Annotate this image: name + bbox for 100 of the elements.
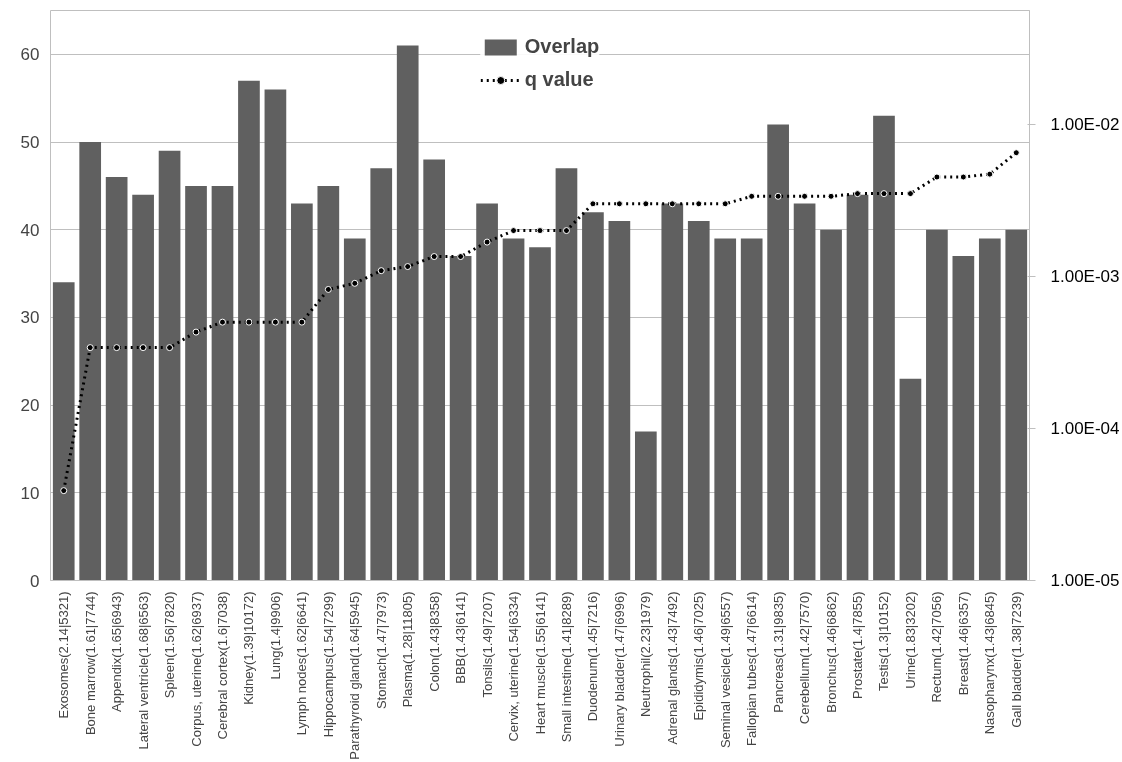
bar xyxy=(317,185,340,581)
bar xyxy=(820,229,842,581)
bar xyxy=(793,203,816,581)
bar xyxy=(264,89,287,581)
x-tick-label: Lateral ventricle(1.68|6563) xyxy=(135,591,151,750)
x-tick-label: Stomach(1.47|7973) xyxy=(373,591,389,710)
point xyxy=(642,200,650,208)
bar xyxy=(502,238,525,581)
point xyxy=(483,238,491,246)
y-tick-label: 50 xyxy=(20,133,40,153)
bar xyxy=(873,115,895,581)
bar xyxy=(238,80,260,581)
point xyxy=(430,253,438,261)
x-tick-label: Hippocampus(1.54|7299) xyxy=(320,591,336,738)
point xyxy=(695,200,703,208)
point xyxy=(986,170,994,178)
x-tick-label: Gall bladder(1.38|7239) xyxy=(1008,591,1024,728)
point xyxy=(959,173,967,181)
bar xyxy=(529,247,551,581)
bar xyxy=(661,203,684,581)
point xyxy=(827,192,835,200)
y-tick-label: 10 xyxy=(20,483,40,503)
x-tick-label: Plasma(1.28|11805) xyxy=(400,591,416,708)
bar xyxy=(608,220,631,581)
point xyxy=(139,344,147,352)
point xyxy=(536,227,544,235)
x-tick-label: Epididymis(1.46|7025) xyxy=(691,591,707,721)
point xyxy=(192,328,200,336)
point xyxy=(562,227,570,235)
bar xyxy=(105,177,128,581)
x-tick-label: Spleen(1.56|7820) xyxy=(162,591,178,699)
point xyxy=(801,192,809,200)
point xyxy=(113,344,121,352)
point xyxy=(748,192,756,200)
x-tick-label: Breast(1.46|6357) xyxy=(955,591,971,696)
point xyxy=(774,192,782,200)
bar xyxy=(449,256,472,581)
x-tick-label: Bronchus(1.46|6862) xyxy=(823,591,839,713)
x-tick-label: Cerebellum(1.42|7570) xyxy=(797,591,813,725)
bar xyxy=(582,212,604,581)
point xyxy=(245,318,253,326)
bar xyxy=(370,168,393,581)
x-tick-label: Colon(1.43|8358) xyxy=(426,591,442,692)
bar xyxy=(926,229,948,581)
legend-label: Overlap xyxy=(524,35,600,58)
point xyxy=(457,253,465,261)
point xyxy=(510,227,518,235)
bar xyxy=(952,256,975,581)
x-tick-label: Heart muscle(1.55|6141) xyxy=(532,591,548,735)
x-tick-label: Kidney(1.39|10172) xyxy=(241,591,257,705)
bar xyxy=(79,142,102,581)
x-tick-label: Bone marrow(1.61|7744) xyxy=(82,591,98,736)
point xyxy=(721,200,729,208)
x-tick-label: Exosomes(2.14|5321) xyxy=(56,591,72,719)
y-tick-label: 0 xyxy=(30,571,40,591)
bar xyxy=(291,203,313,581)
x-tick-label: Lung(1.4|9906) xyxy=(267,591,283,680)
point xyxy=(166,344,174,352)
point xyxy=(615,200,623,208)
bar xyxy=(476,203,498,581)
bar xyxy=(767,124,789,581)
x-tick-label: Small intestine(1.41|8289) xyxy=(558,591,574,743)
bar xyxy=(211,185,234,581)
point xyxy=(1012,149,1020,157)
point xyxy=(324,285,332,293)
x-tick-label: BBB(1.43|6141) xyxy=(453,591,469,684)
point xyxy=(218,318,226,326)
point xyxy=(60,487,68,495)
x-tick-label: Lymph nodes(1.62|6641) xyxy=(294,591,310,736)
y-tick-label: 40 xyxy=(20,220,40,240)
point xyxy=(880,190,888,198)
bar xyxy=(899,378,922,581)
bar xyxy=(396,45,419,581)
point xyxy=(271,318,279,326)
y2-tick-label: 1.00E-05 xyxy=(1050,571,1120,590)
y-tick-label: 30 xyxy=(20,308,40,328)
bar xyxy=(343,238,366,581)
x-tick-label: Urinary bladder(1.47|6996) xyxy=(611,591,627,747)
legend-label: q value xyxy=(524,68,594,91)
x-tick-label: Appendix(1.65|6943) xyxy=(109,591,125,712)
x-tick-label: Corpus, uterine(1.62|6937) xyxy=(188,591,204,747)
x-tick-label: Testis(1.3|10152) xyxy=(876,591,892,691)
bar xyxy=(687,220,710,581)
x-tick-label: Urine(1.83|3202) xyxy=(902,591,918,689)
x-tick-label: Nasopharynx(1.43|6845) xyxy=(982,591,998,735)
point xyxy=(404,263,412,271)
bar xyxy=(555,168,578,581)
bar xyxy=(846,194,869,581)
x-tick-label: Prostate(1.4|7855) xyxy=(850,591,866,699)
bar xyxy=(978,238,1001,581)
point xyxy=(906,190,914,198)
point xyxy=(377,267,385,275)
bar xyxy=(1005,229,1028,581)
x-tick-label: Cervix, uterine(1.54|6334) xyxy=(506,591,522,742)
x-tick-label: Cerebral cortex(1.6|7038) xyxy=(214,591,230,740)
x-tick-label: Pancreas(1.31|9835) xyxy=(770,591,786,713)
y-tick-label: 20 xyxy=(20,396,40,416)
x-tick-label: Tonsils(1.49|7207) xyxy=(479,591,495,698)
point xyxy=(351,279,359,287)
bar xyxy=(634,431,657,581)
